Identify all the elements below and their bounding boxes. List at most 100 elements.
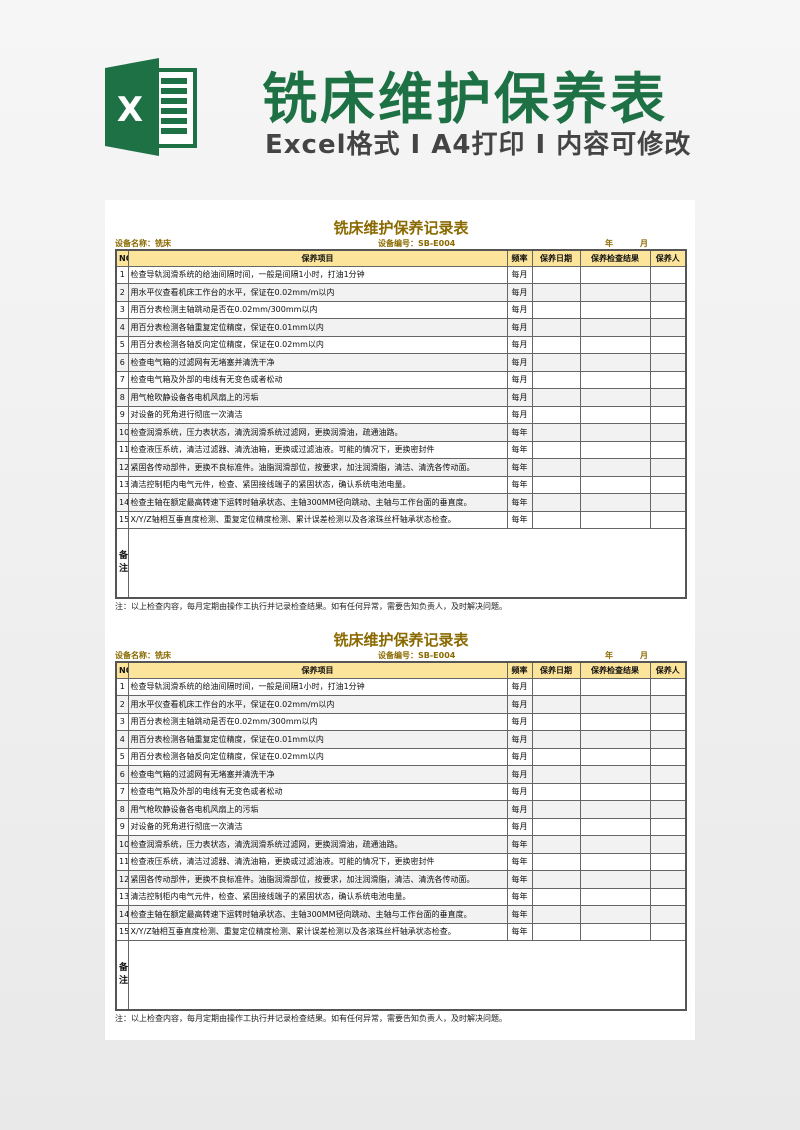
result-cell[interactable] — [579, 730, 651, 749]
date-cell[interactable] — [531, 370, 581, 389]
person-cell[interactable] — [649, 440, 687, 459]
sheet-note: 注：以上检查内容，每月定期由操作工执行并记录检查结果。如有任何异常，需要告知负责… — [115, 1013, 507, 1023]
result-cell[interactable] — [579, 475, 651, 494]
result-cell[interactable] — [579, 695, 651, 714]
result-cell[interactable] — [579, 318, 651, 337]
person-cell[interactable] — [649, 677, 687, 696]
person-cell[interactable] — [649, 510, 687, 529]
remarks-field[interactable] — [127, 528, 687, 598]
person-cell[interactable] — [649, 458, 687, 477]
person-cell[interactable] — [649, 765, 687, 784]
result-cell[interactable] — [579, 817, 651, 836]
date-cell[interactable] — [531, 712, 581, 731]
date-cell[interactable] — [531, 765, 581, 784]
date-cell[interactable] — [531, 300, 581, 319]
person-cell[interactable] — [649, 335, 687, 354]
person-cell[interactable] — [649, 782, 687, 801]
result-cell[interactable] — [579, 300, 651, 319]
result-cell[interactable] — [579, 510, 651, 529]
person-cell[interactable] — [649, 265, 687, 284]
date-cell[interactable] — [531, 475, 581, 494]
date-cell[interactable] — [531, 458, 581, 477]
date-cell[interactable] — [531, 423, 581, 442]
person-cell[interactable] — [649, 318, 687, 337]
person-cell[interactable] — [649, 353, 687, 372]
person-cell[interactable] — [649, 922, 687, 941]
person-cell[interactable] — [649, 835, 687, 854]
date-cell[interactable] — [531, 440, 581, 459]
date-cell[interactable] — [531, 922, 581, 941]
result-cell[interactable] — [579, 353, 651, 372]
date-cell[interactable] — [531, 695, 581, 714]
sheet-title: 铣床维护保养记录表 — [333, 631, 469, 649]
result-cell[interactable] — [579, 800, 651, 819]
result-cell[interactable] — [579, 835, 651, 854]
remarks-row: 备注 — [115, 940, 687, 1010]
person-cell[interactable] — [649, 747, 687, 766]
table-row: 11检查液压系统，清洁过滤器、清洗油箱，更换或过滤油液。可能的情况下，更换密封件… — [115, 440, 687, 459]
result-cell[interactable] — [579, 870, 651, 889]
result-cell[interactable] — [579, 423, 651, 442]
date-cell[interactable] — [531, 887, 581, 906]
person-cell[interactable] — [649, 817, 687, 836]
table-row: 6 检查电气箱的过滤网有无堵塞并清洗干净 每月 — [115, 765, 687, 784]
person-cell[interactable] — [649, 388, 687, 407]
person-cell[interactable] — [649, 423, 687, 442]
person-cell[interactable] — [649, 870, 687, 889]
result-cell[interactable] — [579, 677, 651, 696]
date-cell[interactable] — [531, 335, 581, 354]
result-cell[interactable] — [579, 712, 651, 731]
person-cell[interactable] — [649, 712, 687, 731]
person-cell[interactable] — [649, 493, 687, 512]
date-cell[interactable] — [531, 353, 581, 372]
person-cell[interactable] — [649, 852, 687, 871]
result-cell[interactable] — [579, 440, 651, 459]
person-cell[interactable] — [649, 370, 687, 389]
person-cell[interactable] — [649, 405, 687, 424]
person-cell[interactable] — [649, 300, 687, 319]
result-cell[interactable] — [579, 765, 651, 784]
date-cell[interactable] — [531, 835, 581, 854]
date-cell[interactable] — [531, 782, 581, 801]
result-cell[interactable] — [579, 335, 651, 354]
date-cell[interactable] — [531, 510, 581, 529]
result-cell[interactable] — [579, 905, 651, 924]
result-cell[interactable] — [579, 388, 651, 407]
date-cell[interactable] — [531, 747, 581, 766]
person-cell[interactable] — [649, 905, 687, 924]
result-cell[interactable] — [579, 265, 651, 284]
result-cell[interactable] — [579, 747, 651, 766]
date-cell[interactable] — [531, 265, 581, 284]
person-cell[interactable] — [649, 695, 687, 714]
date-cell[interactable] — [531, 493, 581, 512]
date-cell[interactable] — [531, 405, 581, 424]
date-cell[interactable] — [531, 870, 581, 889]
person-cell[interactable] — [649, 283, 687, 302]
date-cell[interactable] — [531, 318, 581, 337]
result-cell[interactable] — [579, 405, 651, 424]
result-cell[interactable] — [579, 782, 651, 801]
result-cell[interactable] — [579, 370, 651, 389]
date-cell[interactable] — [531, 677, 581, 696]
table-row: 7 检查电气箱及外部的电线有无变色或者松动 每月 — [115, 370, 687, 389]
remarks-field[interactable] — [127, 940, 687, 1010]
date-cell[interactable] — [531, 800, 581, 819]
person-cell[interactable] — [649, 730, 687, 749]
person-cell[interactable] — [649, 475, 687, 494]
person-cell[interactable] — [649, 800, 687, 819]
person-cell[interactable] — [649, 887, 687, 906]
result-cell[interactable] — [579, 283, 651, 302]
date-cell[interactable] — [531, 730, 581, 749]
date-cell[interactable] — [531, 852, 581, 871]
date-cell[interactable] — [531, 388, 581, 407]
result-cell[interactable] — [579, 458, 651, 477]
date-cell[interactable] — [531, 817, 581, 836]
sheet-title: 铣床维护保养记录表 — [333, 219, 469, 237]
date-cell[interactable] — [531, 283, 581, 302]
date-cell[interactable] — [531, 905, 581, 924]
result-cell[interactable] — [579, 493, 651, 512]
result-cell[interactable] — [579, 852, 651, 871]
row-number: 7 — [115, 782, 129, 801]
result-cell[interactable] — [579, 887, 651, 906]
result-cell[interactable] — [579, 922, 651, 941]
